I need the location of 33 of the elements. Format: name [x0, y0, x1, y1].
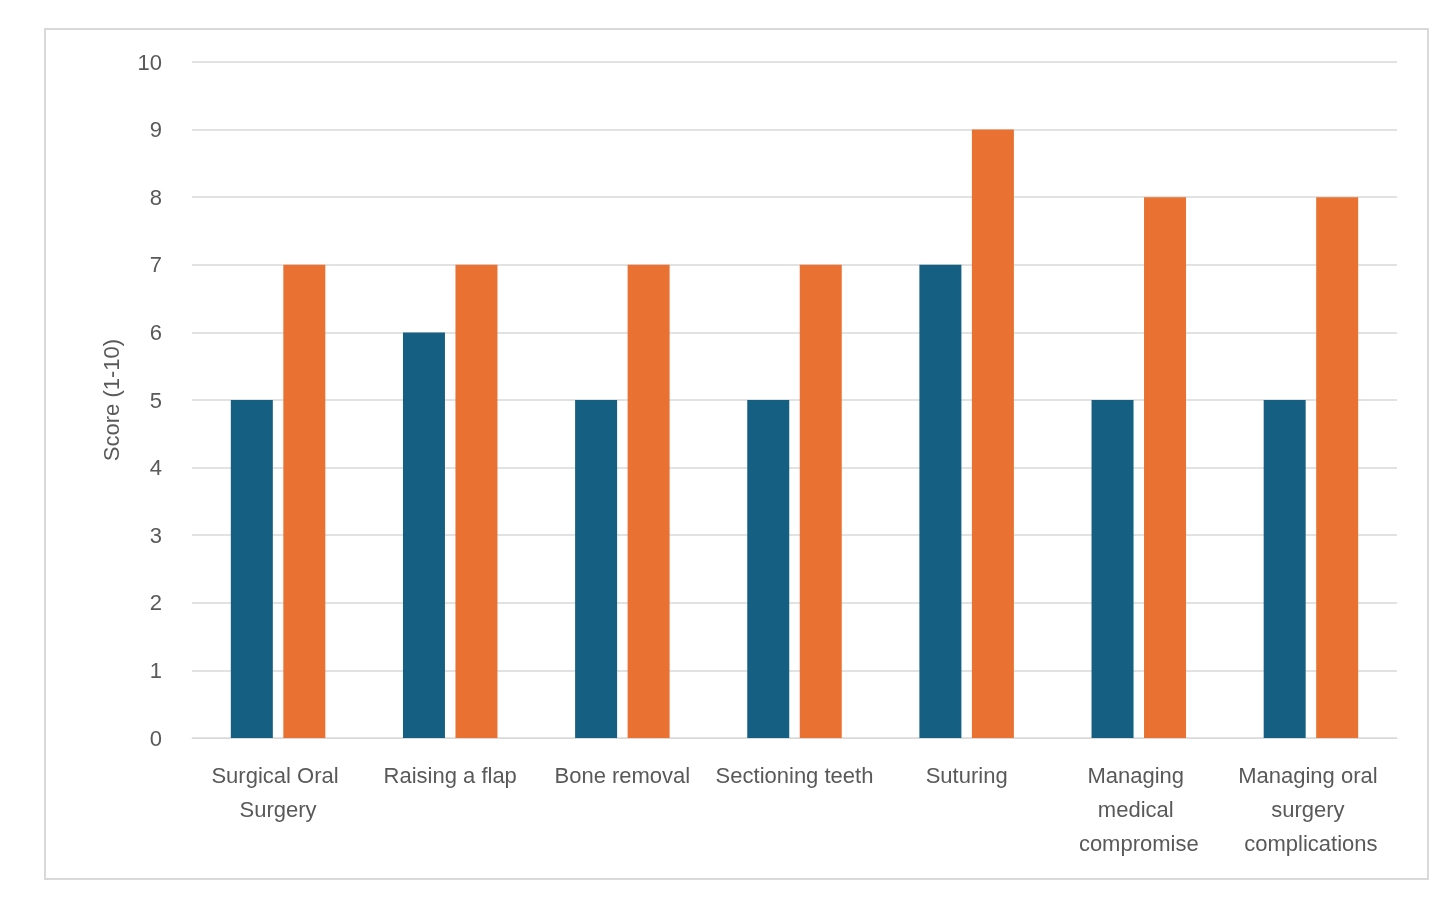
x-tick-label: Bone removal	[554, 762, 691, 788]
bar	[919, 264, 962, 738]
bar	[1144, 197, 1187, 738]
y-tick-label: 10	[137, 49, 162, 75]
x-tick-label: Managing medical compromise	[1078, 762, 1199, 856]
y-tick-label: 4	[149, 455, 162, 481]
y-tick-label: 8	[149, 184, 162, 210]
x-tick-label: Managing oral surgery complications	[1238, 762, 1384, 856]
bar	[627, 264, 670, 738]
bar	[1091, 400, 1134, 738]
bar	[1263, 400, 1306, 738]
bar	[575, 400, 618, 738]
y-tick-label: 2	[149, 590, 162, 616]
y-tick-label: 3	[149, 522, 162, 548]
y-axis-title: Score (1-10)	[98, 338, 124, 462]
x-tick-label: Suturing	[925, 762, 1008, 788]
bar	[747, 400, 790, 738]
x-tick-label: Raising a flap	[383, 762, 517, 788]
y-tick-label: 0	[149, 725, 162, 751]
y-tick-label: 1	[149, 657, 162, 683]
bar	[799, 264, 842, 738]
bar	[402, 332, 445, 738]
bar	[971, 129, 1014, 738]
bar	[455, 264, 498, 738]
y-tick-label: 9	[149, 117, 162, 143]
x-tick-label: Surgical Oral Surgery	[211, 762, 345, 822]
bar	[283, 264, 326, 738]
bar	[1316, 197, 1359, 738]
x-tick-label: Sectioning teeth	[715, 762, 874, 788]
bar	[230, 400, 273, 738]
y-tick-label: 6	[149, 319, 162, 345]
y-tick-label: 7	[149, 252, 162, 278]
y-tick-label: 5	[149, 387, 162, 413]
